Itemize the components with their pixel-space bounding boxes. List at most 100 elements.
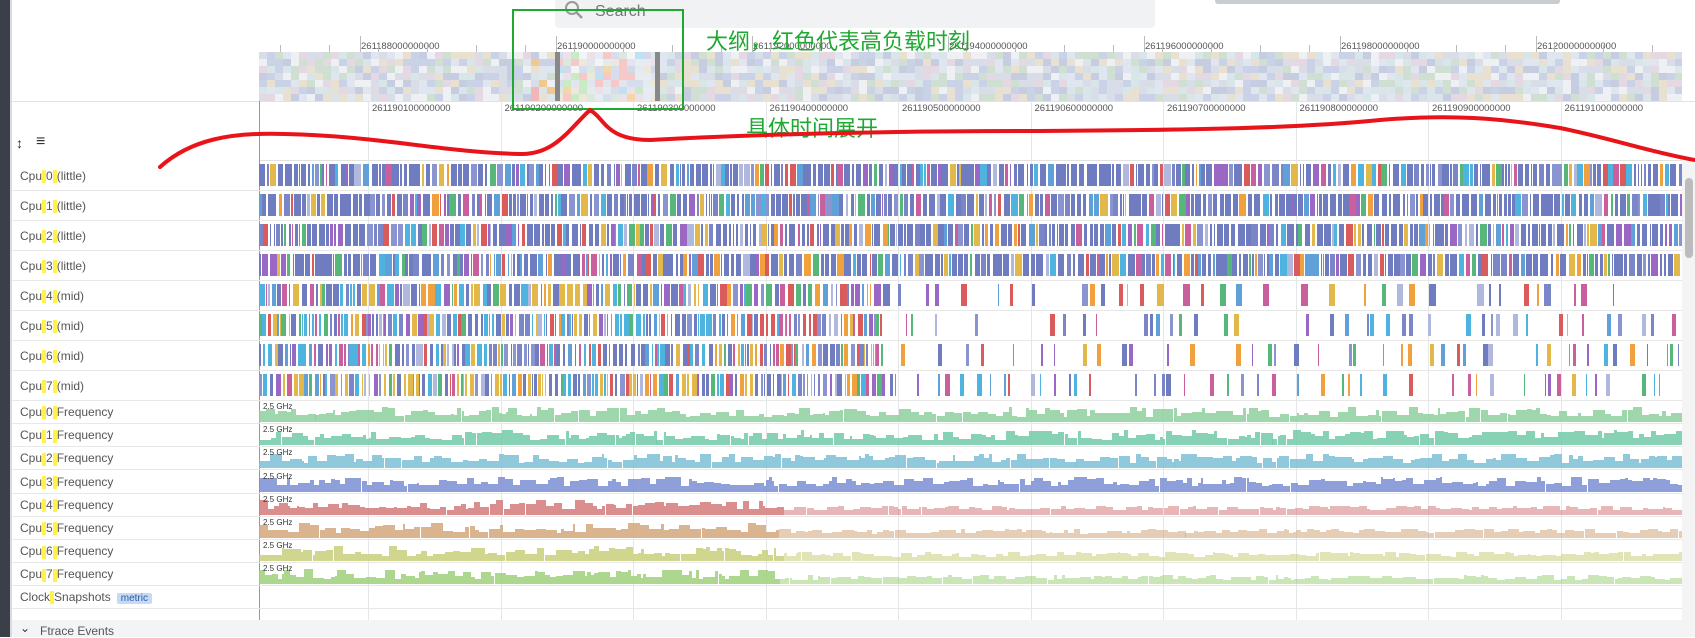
cpu-slice[interactable] (512, 374, 515, 396)
cpu-slice[interactable] (353, 284, 356, 306)
cpu-slice[interactable] (804, 254, 810, 276)
cpu-slice[interactable] (941, 164, 948, 186)
cpu-slice[interactable] (1173, 224, 1180, 246)
cpu-slice[interactable] (733, 344, 735, 366)
cpu-slice[interactable] (648, 194, 649, 216)
cpu-slice[interactable] (1217, 224, 1223, 246)
cpu-slice[interactable] (601, 284, 604, 306)
cpu-slice[interactable] (447, 164, 450, 186)
cpu-slice[interactable] (1334, 224, 1337, 246)
cpu-slice[interactable] (1509, 254, 1512, 276)
cpu-slice[interactable] (1036, 224, 1038, 246)
cpu-slice[interactable] (1533, 194, 1539, 216)
cpu-slice[interactable] (1257, 374, 1260, 396)
cpu-slice[interactable] (803, 284, 806, 306)
cpu-slice[interactable] (1112, 224, 1117, 246)
cpu-slice[interactable] (660, 224, 664, 246)
cpu-slice[interactable] (353, 224, 359, 246)
cpu-slice[interactable] (1105, 224, 1111, 246)
cpu-slice[interactable] (663, 254, 668, 276)
cpu-slice[interactable] (741, 314, 745, 336)
cpu-slice[interactable] (1328, 224, 1332, 246)
cpu-slice[interactable] (740, 374, 744, 396)
cpu-slice[interactable] (322, 284, 325, 306)
cpu-slice[interactable] (1182, 224, 1184, 246)
cpu-slice[interactable] (493, 284, 499, 306)
cpu-slice[interactable] (1232, 254, 1237, 276)
cpu-slice[interactable] (818, 164, 823, 186)
cpu-slice[interactable] (574, 164, 581, 186)
cpu-slice[interactable] (997, 254, 1002, 276)
cpu-slice[interactable] (731, 194, 735, 216)
cpu-slice[interactable] (505, 224, 511, 246)
cpu-slice[interactable] (1545, 374, 1546, 396)
cpu-slice[interactable] (683, 254, 687, 276)
cpu-slice[interactable] (355, 374, 359, 396)
cpu-slice[interactable] (1040, 374, 1041, 396)
cpu-slice[interactable] (665, 344, 669, 366)
cpu-slice[interactable] (822, 314, 826, 336)
cpu-slice[interactable] (874, 284, 881, 306)
cpu-slice[interactable] (449, 194, 455, 216)
cpu-slice[interactable] (722, 314, 725, 336)
cpu-slice[interactable] (575, 284, 580, 306)
cpu-slice[interactable] (391, 224, 397, 246)
cpu-slice[interactable] (1541, 194, 1546, 216)
cpu-slice[interactable] (703, 284, 708, 306)
cpu-slice[interactable] (302, 194, 305, 216)
cpu-slice[interactable] (281, 314, 286, 336)
cpu-slice[interactable] (1540, 254, 1544, 276)
cpu-slice[interactable] (647, 224, 649, 246)
cpu-slice[interactable] (403, 284, 410, 306)
cpu-slice[interactable] (520, 164, 525, 186)
cpu-slice[interactable] (916, 194, 921, 216)
cpu-slice[interactable] (1210, 224, 1212, 246)
cpu-slice[interactable] (613, 284, 617, 306)
cpu-slice[interactable] (545, 164, 547, 186)
cpu-slice[interactable] (1330, 254, 1335, 276)
cpu-slice[interactable] (270, 254, 277, 276)
cpu-slice[interactable] (532, 284, 539, 306)
cpu-slice[interactable] (1445, 224, 1448, 246)
cpu-slice[interactable] (277, 254, 280, 276)
cpu-slice[interactable] (976, 194, 978, 216)
cpu-slice[interactable] (534, 224, 540, 246)
cpu-slice[interactable] (384, 374, 386, 396)
cpu-slice[interactable] (892, 254, 898, 276)
cpu-slice[interactable] (890, 224, 895, 246)
cpu-slice[interactable] (1432, 164, 1435, 186)
cpu-slice[interactable] (1162, 194, 1163, 216)
cpu-slice[interactable] (1536, 344, 1538, 366)
cpu-slice[interactable] (490, 224, 491, 246)
cpu-slice[interactable] (1325, 254, 1329, 276)
cpu-slice[interactable] (900, 194, 903, 216)
cpu-slice[interactable] (923, 194, 927, 216)
cpu-slice[interactable] (267, 164, 269, 186)
cpu-slice[interactable] (1015, 254, 1022, 276)
cpu-slice[interactable] (790, 164, 796, 186)
cpu-slice[interactable] (362, 284, 367, 306)
cpu-slice[interactable] (607, 314, 608, 336)
cpu-slice[interactable] (808, 284, 812, 306)
cpu-slice-canvas[interactable] (259, 314, 1682, 336)
cpu-slice[interactable] (364, 374, 366, 396)
cpu-slice[interactable] (865, 224, 871, 246)
cpu-slice[interactable] (587, 374, 591, 396)
cpu-slice[interactable] (1496, 314, 1501, 336)
cpu-slice[interactable] (1612, 254, 1613, 276)
cpu-slice[interactable] (1087, 164, 1092, 186)
cpu-slice[interactable] (1260, 224, 1266, 246)
cpu-slice[interactable] (524, 254, 528, 276)
cpu-slice[interactable] (1528, 224, 1531, 246)
cpu-slice[interactable] (961, 284, 967, 306)
cpu-slice[interactable] (990, 374, 992, 396)
cpu-slice[interactable] (1466, 314, 1471, 336)
cpu-slice[interactable] (920, 224, 925, 246)
cpu-slice[interactable] (1611, 194, 1613, 216)
cpu-slice[interactable] (450, 224, 455, 246)
cpu-slice[interactable] (700, 194, 704, 216)
cpu-slice[interactable] (1005, 164, 1009, 186)
cpu-slice[interactable] (1614, 254, 1619, 276)
cpu-slice[interactable] (831, 254, 836, 276)
cpu-slice[interactable] (519, 314, 524, 336)
